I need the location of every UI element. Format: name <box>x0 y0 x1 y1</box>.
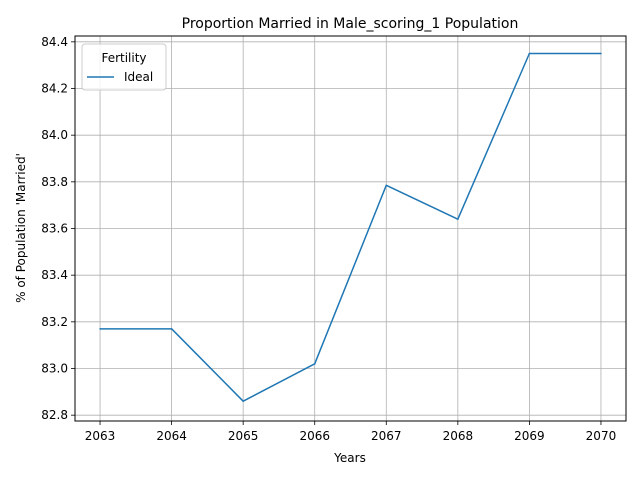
y-axis: 82.8 83.0 83.2 83.4 83.6 83.8 84.0 84.2 84.4 <box>41 35 75 422</box>
legend-box <box>81 43 167 91</box>
data-point <box>170 328 173 330</box>
y-tick-label: 83.0 <box>41 362 68 376</box>
x-tick-label: 2070 <box>586 429 617 443</box>
x-axis: 2063 2064 2065 2066 2067 2068 2069 2070 <box>85 421 616 443</box>
y-tick-label: 82.8 <box>41 408 68 422</box>
data-point <box>242 400 244 402</box>
data-point <box>457 218 459 220</box>
y-tick-label: 83.2 <box>41 315 68 329</box>
x-tick-label: 2068 <box>443 429 474 443</box>
y-tick-label: 84.4 <box>41 35 68 49</box>
y-tick-label: 84.2 <box>41 82 68 96</box>
data-point <box>99 328 101 330</box>
x-axis-label: Years <box>333 451 366 465</box>
x-tick-label: 2065 <box>228 429 259 443</box>
grid-lines <box>75 36 626 421</box>
series-line-ideal <box>100 52 601 402</box>
x-tick-label: 2064 <box>156 429 187 443</box>
x-tick-label: 2069 <box>514 429 545 443</box>
y-axis-label: % of Population 'Married' <box>14 153 28 303</box>
data-point <box>600 52 602 55</box>
legend-item-label: Ideal <box>124 70 153 84</box>
legend-title: Fertility <box>101 51 146 65</box>
chart-title: Proportion Married in Male_scoring_1 Pop… <box>182 16 519 32</box>
x-tick-label: 2063 <box>85 429 116 443</box>
y-tick-label: 84.0 <box>41 128 68 142</box>
x-tick-label: 2067 <box>371 429 402 443</box>
data-point <box>528 52 531 55</box>
legend: Fertility Ideal <box>81 43 167 91</box>
y-tick-label: 83.8 <box>41 175 68 189</box>
y-tick-label: 83.4 <box>41 268 68 282</box>
y-tick-label: 83.6 <box>41 222 68 236</box>
data-point <box>313 363 316 365</box>
x-tick-label: 2066 <box>299 429 330 443</box>
series-group <box>99 52 602 402</box>
data-point <box>385 184 388 187</box>
